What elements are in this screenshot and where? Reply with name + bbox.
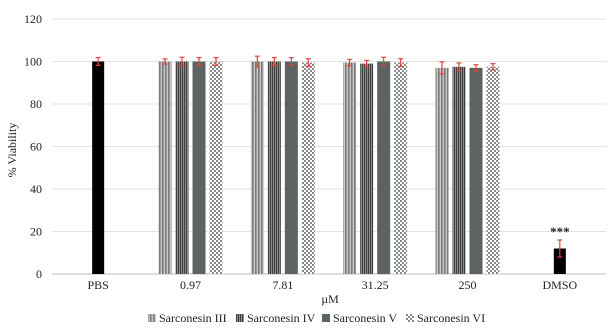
bar <box>469 67 483 274</box>
y-tick-label: 40 <box>30 182 42 196</box>
bar <box>158 61 172 274</box>
legend-swatch <box>322 314 330 322</box>
legend-label: Sarconesin V <box>333 311 397 325</box>
bars: *** <box>92 55 570 274</box>
legend-swatch <box>148 314 156 322</box>
bar <box>192 61 206 274</box>
legend-swatch <box>406 314 414 322</box>
bar <box>394 62 408 274</box>
x-tick-label: 0.97 <box>180 278 201 292</box>
bar <box>209 61 223 274</box>
legend-label: Sarconesin III <box>159 311 227 325</box>
bar <box>452 66 466 274</box>
x-tick-label: 7.81 <box>272 278 293 292</box>
legend: Sarconesin III Sarconesin IV Sarconesin V S… <box>148 311 485 325</box>
bar <box>435 67 449 274</box>
bar <box>301 62 315 274</box>
bar <box>377 61 391 274</box>
y-tick-label: 60 <box>30 140 42 154</box>
x-axis-title: µM <box>321 292 339 306</box>
bar <box>343 62 357 274</box>
bar <box>360 63 374 274</box>
x-tick-label: DMSO <box>542 278 577 292</box>
y-tick-label: 120 <box>24 12 42 26</box>
bar <box>486 66 500 274</box>
y-tick-labels: 0 20 40 60 80 100 120 <box>24 12 42 281</box>
x-tick-labels: PBS 0.97 7.81 31.25 250 DMSO <box>87 278 577 292</box>
bar <box>267 61 281 274</box>
y-tick-label: 0 <box>36 267 42 281</box>
bar-control <box>92 61 105 274</box>
bar <box>175 61 189 274</box>
bar-control <box>553 248 566 274</box>
y-axis-title: % Viability <box>5 123 19 178</box>
legend-swatch <box>236 314 244 322</box>
legend-label: Sarconesin VI <box>417 311 485 325</box>
x-tick-label: PBS <box>87 278 108 292</box>
y-tick-label: 80 <box>30 97 42 111</box>
x-tick-label: 31.25 <box>362 278 389 292</box>
x-tick-label: 250 <box>459 278 477 292</box>
legend-label: Sarconesin IV <box>247 311 316 325</box>
significance-label: *** <box>550 224 570 239</box>
bar <box>250 61 264 274</box>
y-tick-label: 100 <box>24 55 42 69</box>
y-tick-label: 20 <box>30 225 42 239</box>
bar <box>284 61 298 274</box>
gridlines <box>52 18 606 275</box>
